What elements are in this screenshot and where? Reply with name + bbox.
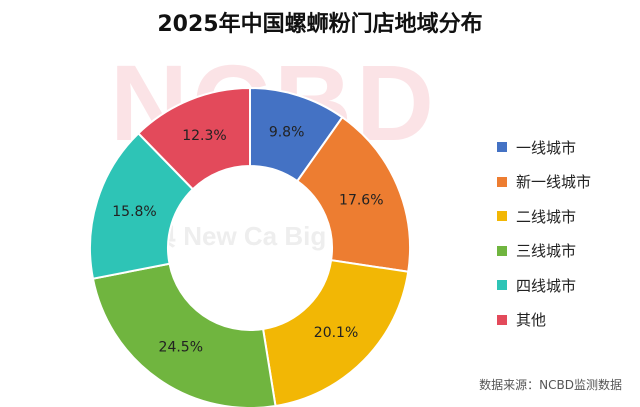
donut-value-label-6: 12.3% <box>182 128 226 144</box>
legend-item: 二线城市 <box>497 199 591 234</box>
legend-swatch <box>497 280 507 291</box>
donut-slice-6 <box>136 86 251 191</box>
legend-label: 四线城市 <box>516 276 577 295</box>
legend-swatch <box>497 176 507 187</box>
legend-item: 其他 <box>497 303 591 338</box>
legend-swatch <box>497 211 507 222</box>
legend-item: 新一线城市 <box>497 165 591 200</box>
source-note: 数据来源：NCBD监测数据 <box>479 378 622 392</box>
donut-slices <box>89 86 411 407</box>
donut-value-label-4: 24.5% <box>159 339 203 355</box>
donut-value-labels: 9.8% 17.6% 20.1% 24.5% 15.8% 12.3% <box>112 125 383 356</box>
donut-slice-5 <box>89 131 195 280</box>
chart-title: 2025年中国螺蛳粉门店地域分布 <box>157 12 483 37</box>
donut-slice-4 <box>91 262 277 407</box>
legend-label: 一线城市 <box>516 138 577 157</box>
donut-value-label-5: 15.8% <box>112 204 156 220</box>
donut-value-label-3: 20.1% <box>314 325 358 341</box>
donut-value-label-1: 9.8% <box>269 125 305 141</box>
donut-slice-3 <box>261 259 410 407</box>
legend-label: 三线城市 <box>516 242 577 261</box>
donut-value-label-2: 17.6% <box>339 193 383 209</box>
legend-swatch <box>497 314 507 325</box>
legend-label: 新一线城市 <box>516 173 592 192</box>
legend-label: 其他 <box>516 311 547 330</box>
legend-label: 二线城市 <box>516 207 577 226</box>
legend-swatch <box>497 142 507 153</box>
legend-item: 三线城市 <box>497 234 591 269</box>
legend-swatch <box>497 245 507 256</box>
chart-legend: 一线城市新一线城市二线城市三线城市四线城市其他 <box>497 130 591 337</box>
legend-item: 四线城市 <box>497 268 591 303</box>
legend-item: 一线城市 <box>497 130 591 165</box>
